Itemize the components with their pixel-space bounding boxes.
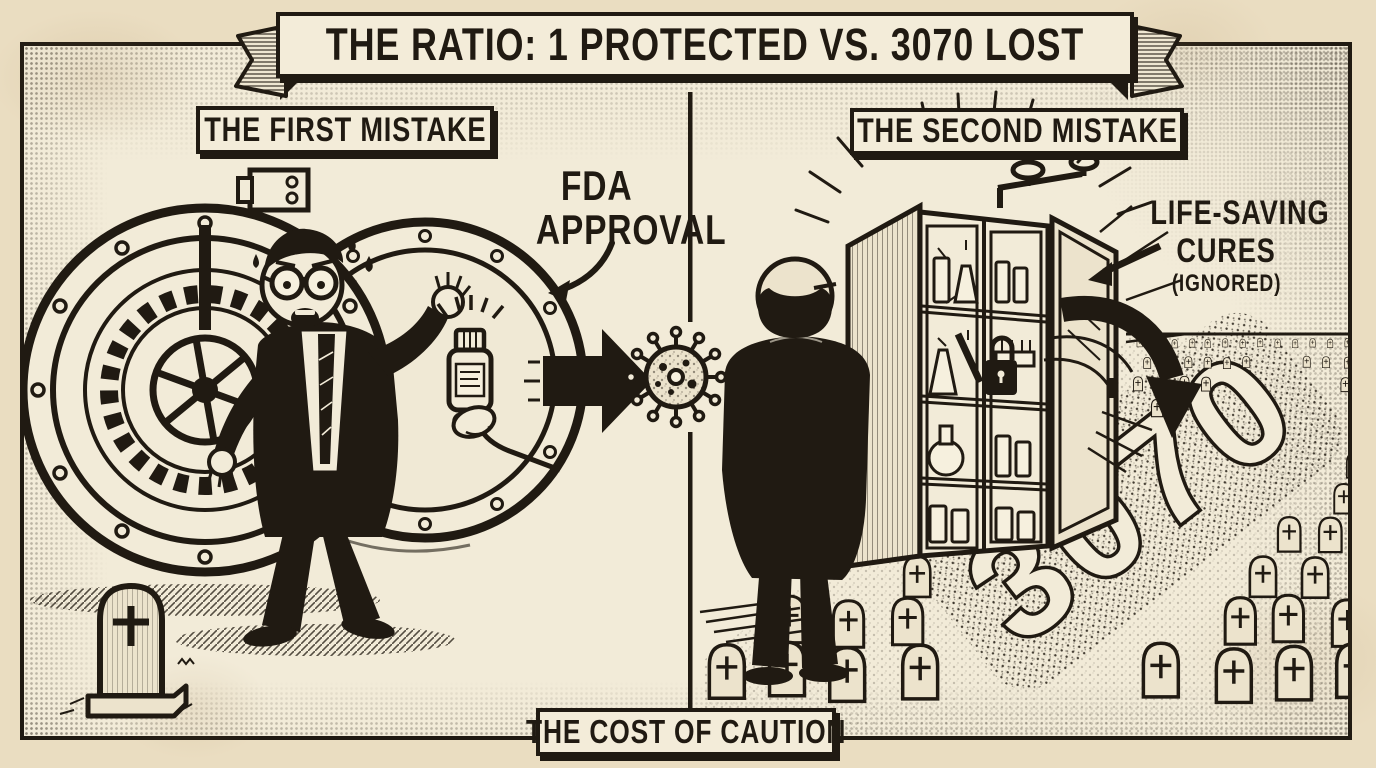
right-arrow-icon: [524, 329, 652, 433]
cures-line2: CURES: [1176, 232, 1276, 270]
hand-offering-medicine-bottle-icon: [436, 295, 561, 473]
lone-gravestone-icon: [59, 582, 195, 719]
left-panel-label: THE FIRST MISTAKE: [203, 110, 487, 149]
vault-hinge: [236, 167, 311, 213]
sparkle-rays: [436, 295, 505, 320]
fda-line2: APPROVAL: [535, 206, 727, 253]
bureaucrat-back-view-icon: [699, 256, 870, 685]
banner-title: THE RATIO: 1 PROTECTED VS. 3070 LOST: [325, 19, 1085, 70]
cures-line3: (IGNORED): [1171, 270, 1281, 297]
locked-cures-cabinet-icon: [845, 149, 1187, 569]
left-panel-label-plate: THE FIRST MISTAKE: [196, 106, 494, 154]
cures-line1: LIFE-SAVING: [1150, 194, 1330, 232]
ribbon-tail-left: [234, 24, 288, 98]
ribbon-banner-icon: [234, 24, 1184, 98]
virus-particle-icon: [624, 325, 728, 429]
curved-arrow-icon: [1043, 296, 1202, 438]
fda-callout-arrow-icon: [548, 240, 615, 301]
fda-line1: FDA: [561, 162, 633, 209]
banner-title-plate: THE RATIO: 1 PROTECTED VS. 3070 LOST: [276, 12, 1134, 78]
ribbon-tail-right: [1130, 24, 1184, 98]
padlock-icon: [985, 335, 1017, 395]
panicked-bureaucrat-icon: [175, 228, 472, 656]
panel-divider-bottom: [688, 432, 693, 736]
footer-caption-plate: THE COST OF CAUTION: [526, 708, 845, 756]
life-saving-cures-callout: LIFE-SAVING CURES (IGNORED): [1128, 194, 1328, 298]
sweat-drops-icon: [253, 236, 373, 294]
panel-divider-top: [688, 92, 693, 322]
right-panel-label: THE SECOND MISTAKE: [856, 112, 1178, 150]
ribbon-fold-right: [1104, 76, 1128, 100]
footer-caption: THE COST OF CAUTION: [525, 713, 847, 750]
valve-apparatus-icon: [997, 149, 1110, 208]
right-panel-label-plate: THE SECOND MISTAKE: [850, 108, 1184, 155]
cures-callout-arrow-icon: [1088, 242, 1162, 286]
fda-approval-callout: FDA APPROVAL: [512, 162, 726, 252]
